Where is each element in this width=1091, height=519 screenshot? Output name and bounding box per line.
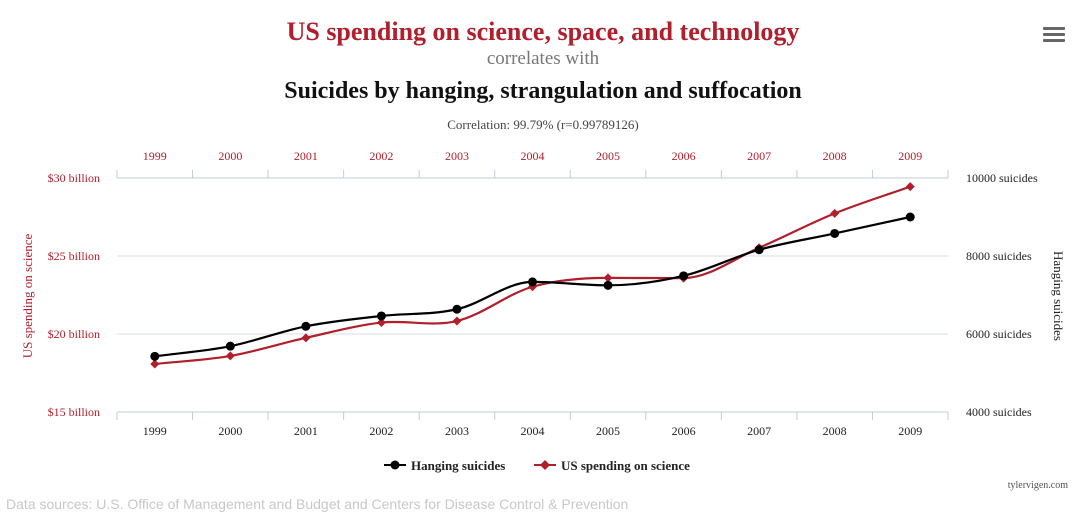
bottom-year-label: 2009 (898, 424, 922, 438)
legend-label-us-spending: US spending on science (561, 458, 690, 473)
hanging-suicides-point (452, 304, 462, 314)
us-spending-point (905, 182, 915, 192)
bottom-year-label: 2008 (823, 424, 847, 438)
legend-label-hanging-suicides: Hanging suicides (411, 458, 505, 473)
top-year-label: 2004 (521, 149, 545, 163)
bottom-year-label: 2005 (596, 424, 620, 438)
right-tick-label: 8000 suicides (966, 249, 1032, 263)
bottom-year-label: 2001 (294, 424, 318, 438)
left-tick-label: $25 billion (48, 249, 100, 263)
left-axis-title: US spending on science (20, 233, 35, 358)
bottom-year-label: 1999 (143, 424, 167, 438)
us-spending-point (452, 316, 462, 326)
hanging-suicides-point (225, 341, 235, 351)
bottom-year-label: 2000 (218, 424, 242, 438)
data-sources-note: Data sources: U.S. Office of Management … (6, 496, 629, 512)
correlates-with-label: correlates with (487, 48, 600, 69)
hanging-suicides-point (150, 351, 160, 361)
us-spending-point (830, 208, 840, 218)
hanging-suicides-point (528, 277, 537, 287)
hanging-suicides-point (754, 245, 764, 255)
bottom-year-label: 2004 (521, 424, 545, 438)
bottom-year-label: 2003 (445, 424, 469, 438)
top-year-label: 2000 (218, 149, 242, 163)
left-tick-label: $15 billion (48, 405, 100, 419)
top-year-label: 2007 (747, 149, 771, 163)
legend-diamond-marker (540, 460, 550, 470)
hanging-suicides-point (830, 228, 840, 238)
right-tick-label: 10000 suicides (966, 171, 1038, 185)
gridlines (117, 177, 948, 335)
left-tick-label: $20 billion (48, 327, 100, 341)
legend-item-hanging-suicides[interactable]: Hanging suicides (384, 458, 505, 473)
hanging-suicides-point (603, 280, 613, 290)
credit-link[interactable]: tylervigen.com (1008, 480, 1068, 491)
right-axis-title: Hanging suicides (1051, 251, 1066, 341)
right-tick-label: 4000 suicides (966, 405, 1032, 419)
hanging-suicides-point (376, 311, 386, 321)
left-tick-label: $30 billion (48, 171, 100, 185)
hanging-suicides-point (905, 212, 915, 222)
chart-subtitle: Suicides by hanging, strangulation and s… (284, 78, 801, 104)
axes: $15 billion $20 billion $25 billion $30 bil… (48, 149, 1038, 438)
chart-title: US spending on science, space, and techn… (287, 17, 800, 46)
us-spending-point (301, 333, 311, 343)
top-year-label: 2005 (596, 149, 620, 163)
top-year-label: 2003 (445, 149, 469, 163)
right-tick-label: 6000 suicides (966, 327, 1032, 341)
bottom-year-label: 2002 (369, 424, 393, 438)
legend-circle-marker (390, 460, 400, 470)
us-spending-point (225, 351, 235, 361)
us-spending-point (376, 318, 386, 328)
hanging-suicides-point (301, 321, 311, 331)
top-year-label: 2006 (672, 149, 696, 163)
top-year-label: 2009 (898, 149, 922, 163)
legend-item-us-spending[interactable]: US spending on science (534, 458, 690, 473)
bottom-year-label: 2007 (747, 424, 771, 438)
hamburger-menu-icon[interactable] (1043, 27, 1065, 47)
hanging-suicides-point (679, 271, 689, 281)
bottom-year-label: 2006 (672, 424, 696, 438)
top-year-label: 2002 (369, 149, 393, 163)
series-layer (150, 182, 915, 369)
top-year-label: 1999 (143, 149, 167, 163)
correlation-stat: Correlation: 99.79% (r=0.99789126) (447, 117, 638, 132)
top-year-label: 2001 (294, 149, 318, 163)
us-spending-point (150, 359, 160, 369)
top-year-label: 2008 (823, 149, 847, 163)
us-spending-point (603, 273, 613, 283)
legend: Hanging suicides US spending on science (384, 458, 690, 473)
